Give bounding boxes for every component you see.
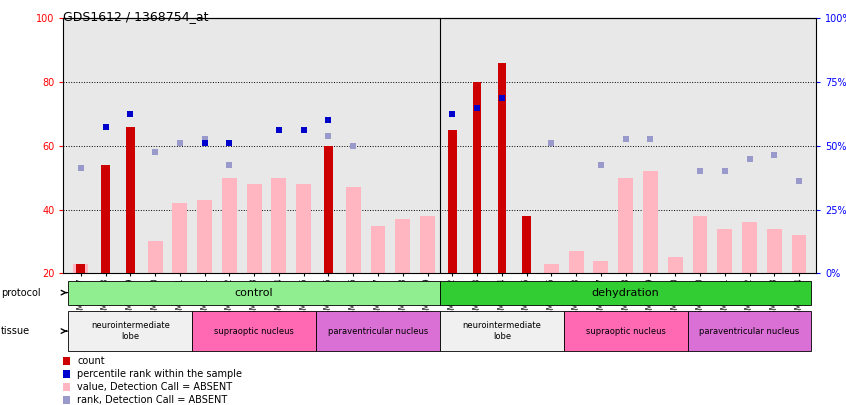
Bar (766, 229, 782, 273)
Bar (497, 63, 506, 273)
Bar (643, 171, 658, 273)
Bar (667, 258, 683, 273)
Bar (420, 216, 435, 273)
Text: control: control (235, 288, 273, 298)
Text: supraoptic nucleus: supraoptic nucleus (214, 326, 294, 336)
Bar (192, 311, 316, 351)
Text: tissue: tissue (1, 326, 30, 336)
Bar (440, 311, 563, 351)
Text: protocol: protocol (1, 288, 41, 298)
Bar (448, 130, 457, 273)
Bar (197, 200, 212, 273)
Bar (126, 127, 135, 273)
Bar (717, 229, 732, 273)
Bar (272, 178, 286, 273)
Text: supraoptic nucleus: supraoptic nucleus (585, 326, 666, 336)
Bar (544, 264, 559, 273)
Bar (148, 241, 162, 273)
Bar (522, 216, 531, 273)
Text: paraventricular nucleus: paraventricular nucleus (328, 326, 428, 336)
Bar (440, 281, 811, 305)
Bar (296, 184, 311, 273)
Text: neurointermediate
lobe: neurointermediate lobe (91, 322, 170, 341)
Bar (688, 311, 811, 351)
Bar (563, 311, 688, 351)
Bar (76, 264, 85, 273)
Text: percentile rank within the sample: percentile rank within the sample (77, 369, 242, 379)
Text: paraventricular nucleus: paraventricular nucleus (700, 326, 799, 336)
Bar (74, 264, 88, 273)
Bar (316, 311, 440, 351)
Bar (618, 178, 633, 273)
Text: value, Detection Call = ABSENT: value, Detection Call = ABSENT (77, 382, 232, 392)
Bar (173, 203, 187, 273)
Bar (222, 178, 237, 273)
Bar (569, 251, 584, 273)
Bar (395, 219, 410, 273)
Bar (346, 187, 360, 273)
Text: dehydration: dehydration (592, 288, 660, 298)
Text: rank, Detection Call = ABSENT: rank, Detection Call = ABSENT (77, 394, 228, 405)
Bar (102, 165, 110, 273)
Bar (69, 311, 192, 351)
Bar (594, 261, 608, 273)
Text: GDS1612 / 1368754_at: GDS1612 / 1368754_at (63, 10, 209, 23)
Bar (69, 281, 440, 305)
Bar (371, 226, 386, 273)
Bar (792, 235, 806, 273)
Bar (247, 184, 261, 273)
Bar (693, 216, 707, 273)
Bar (324, 146, 332, 273)
Text: count: count (77, 356, 105, 366)
Bar (473, 82, 481, 273)
Bar (742, 222, 757, 273)
Text: neurointermediate
lobe: neurointermediate lobe (463, 322, 541, 341)
